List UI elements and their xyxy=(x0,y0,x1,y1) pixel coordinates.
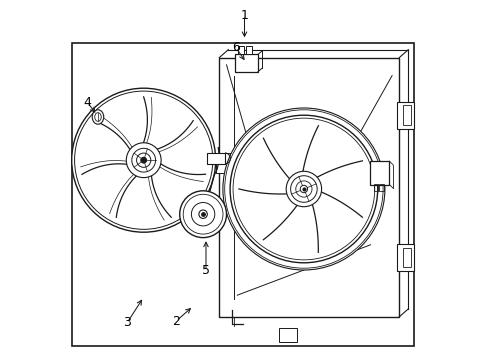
Circle shape xyxy=(230,115,377,263)
Circle shape xyxy=(199,210,207,219)
Bar xyxy=(234,54,258,72)
Bar xyxy=(215,153,230,173)
Bar xyxy=(219,58,399,317)
Circle shape xyxy=(179,191,226,238)
Text: 3: 3 xyxy=(123,316,131,329)
Circle shape xyxy=(223,108,384,270)
Bar xyxy=(245,46,251,54)
Bar xyxy=(379,184,383,191)
Text: 4: 4 xyxy=(83,96,91,109)
Text: 5: 5 xyxy=(202,264,209,277)
Text: 2: 2 xyxy=(172,315,180,328)
Bar xyxy=(402,105,410,125)
Circle shape xyxy=(285,171,321,207)
Bar xyxy=(238,46,244,54)
Bar xyxy=(397,244,413,271)
Circle shape xyxy=(300,185,307,193)
Bar xyxy=(397,102,413,129)
Circle shape xyxy=(126,143,161,177)
Bar xyxy=(373,184,377,191)
Circle shape xyxy=(141,157,146,163)
Bar xyxy=(369,161,388,184)
Bar xyxy=(206,153,224,164)
Bar xyxy=(402,248,410,267)
Text: 1: 1 xyxy=(240,9,248,22)
Bar xyxy=(72,43,413,346)
Bar xyxy=(278,328,296,342)
Ellipse shape xyxy=(92,110,103,124)
Circle shape xyxy=(72,88,215,232)
Text: 6: 6 xyxy=(231,41,239,54)
